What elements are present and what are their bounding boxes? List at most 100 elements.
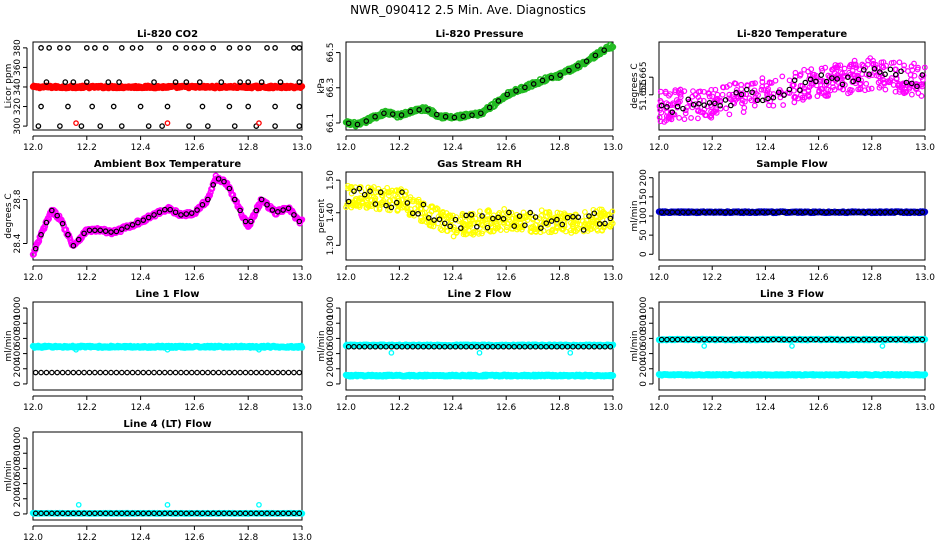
- data-point: [802, 79, 809, 86]
- x-tick-label: 12.4: [443, 273, 463, 283]
- data-point: [680, 105, 686, 112]
- x-tick-label: 13.0: [915, 273, 935, 283]
- data-point: [657, 118, 664, 125]
- y-tick-label: 320: [13, 98, 23, 115]
- data-point: [609, 43, 617, 51]
- data-point: [172, 79, 179, 85]
- data-point: [557, 72, 563, 78]
- data-point: [792, 73, 799, 80]
- series-main: [29, 342, 306, 351]
- data-point: [669, 102, 676, 108]
- chart-title: Ambient Box Temperature: [94, 159, 241, 170]
- x-tick-label: 12.8: [550, 143, 570, 153]
- data-point: [890, 82, 897, 88]
- x-tick-label: 12.6: [809, 273, 829, 283]
- data-point: [164, 120, 171, 127]
- y-tick-label: 200: [639, 169, 649, 186]
- data-point: [656, 114, 663, 121]
- data-point: [256, 120, 262, 127]
- data-point: [882, 86, 889, 93]
- data-point: [110, 103, 117, 110]
- data-point: [847, 62, 854, 68]
- data-point: [54, 369, 61, 376]
- data-point: [818, 90, 825, 96]
- data-point: [73, 120, 79, 127]
- data-point: [253, 369, 260, 376]
- data-point: [601, 47, 607, 53]
- data-point: [709, 110, 716, 116]
- data-point: [714, 95, 721, 102]
- series-main: [29, 82, 306, 92]
- x-tick-label: 12.8: [238, 403, 258, 413]
- data-point: [855, 73, 862, 80]
- data-point: [296, 369, 303, 376]
- data-point: [38, 45, 44, 51]
- data-point: [808, 66, 815, 73]
- data-point: [822, 64, 829, 71]
- data-point: [797, 71, 804, 78]
- data-point: [786, 77, 793, 84]
- chart-title: Li-820 Temperature: [737, 29, 847, 40]
- x-tick-label: 12.0: [649, 403, 669, 413]
- data-point: [690, 101, 697, 108]
- data-point: [221, 369, 227, 376]
- data-point: [921, 64, 928, 71]
- data-point: [592, 52, 599, 59]
- data-point: [478, 110, 484, 117]
- data-point: [145, 123, 152, 129]
- x-tick-label: 12.0: [23, 273, 43, 283]
- data-point: [785, 89, 791, 96]
- x-tick-label: 12.4: [443, 143, 463, 153]
- data-point: [272, 103, 278, 110]
- data-point: [805, 92, 812, 98]
- data-point: [786, 86, 793, 93]
- data-point: [677, 98, 683, 105]
- data-point: [701, 88, 707, 95]
- data-point: [231, 369, 238, 376]
- chart-title: Sample Flow: [756, 159, 828, 170]
- data-point: [706, 100, 713, 106]
- x-tick-label: 12.8: [862, 143, 882, 153]
- data-point: [915, 64, 921, 71]
- data-point: [775, 89, 782, 96]
- x-tick-label: 12.4: [131, 533, 151, 540]
- data-point: [708, 86, 715, 93]
- data-point: [140, 369, 147, 376]
- data-point: [57, 123, 63, 129]
- data-point: [210, 45, 217, 51]
- data-point: [758, 86, 765, 93]
- data-point: [407, 108, 414, 115]
- data-point: [861, 67, 867, 73]
- data-point: [264, 369, 270, 376]
- data-point: [469, 112, 475, 118]
- y-tick-label: 0: [13, 511, 23, 517]
- data-point: [231, 123, 238, 129]
- y-tick-label: 300: [13, 117, 23, 134]
- x-tick-label: 13.0: [292, 273, 312, 283]
- data-point: [43, 369, 50, 376]
- data-point: [677, 86, 684, 93]
- data-point: [137, 103, 144, 110]
- data-point: [841, 65, 848, 72]
- data-point: [722, 97, 729, 103]
- data-point: [880, 79, 887, 86]
- data-point: [215, 369, 222, 376]
- y-tick-label: 1.30: [326, 235, 336, 255]
- data-point: [880, 59, 887, 66]
- data-point: [781, 92, 787, 98]
- data-point: [664, 104, 670, 110]
- chart-title: Li-820 Pressure: [435, 29, 523, 40]
- data-point: [539, 77, 546, 84]
- data-point: [690, 88, 696, 95]
- data-point: [296, 123, 303, 129]
- data-point: [504, 91, 511, 98]
- data-point: [245, 103, 252, 110]
- data-point: [726, 111, 733, 118]
- data-point: [688, 115, 694, 121]
- data-point: [372, 113, 378, 120]
- data-point: [245, 45, 252, 51]
